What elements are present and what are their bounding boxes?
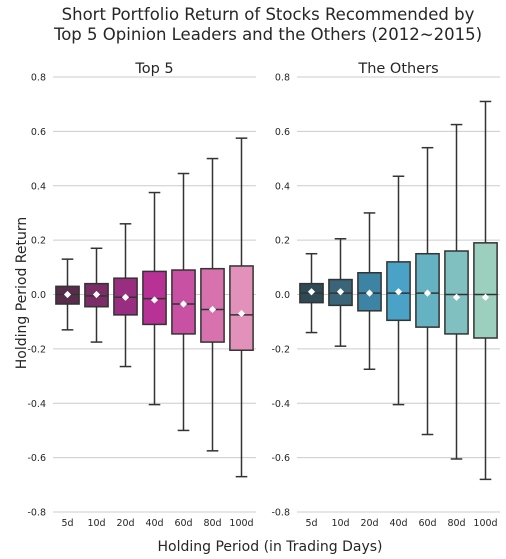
mean-marker [336,288,345,296]
y-axis-label: Holding Period Return [14,217,30,370]
x-tick-label: 80d [203,518,221,529]
y-tick-label: 0.4 [275,181,290,192]
box-100d [473,100,498,481]
x-tick-label: 10d [331,518,349,529]
box-5d [299,252,324,334]
mean-marker [208,305,217,314]
y-tick-label: 0.2 [275,236,290,247]
mean-marker [179,300,188,308]
box-80d [444,123,469,460]
mean-marker [452,293,461,301]
chart-title-line-1: Short Portfolio Return of Stocks Recomme… [62,5,475,24]
y-tick-label: -0.2 [271,344,290,355]
box-10d [328,238,353,347]
box-40d [142,191,167,406]
box-20d [357,212,382,371]
mean-marker [481,293,490,301]
y-tick-label: -0.4 [27,399,46,410]
x-tick-label: 40d [145,518,163,529]
panel-title: The Others [357,61,438,77]
mean-marker [307,288,316,296]
box-60d [415,146,440,436]
box-60d [171,172,196,432]
x-tick-label: 100d [229,518,253,529]
chart-title-line-2: Top 5 Opinion Leaders and the Others (20… [53,25,482,44]
box-body [229,265,254,351]
y-tick-label: -0.4 [271,399,290,410]
x-tick-label: 5d [305,518,317,529]
y-tick-label: 0.6 [31,127,46,138]
y-tick-label: 0.8 [275,73,290,84]
y-tick-label: 0.0 [275,290,290,301]
x-tick-label: 100d [473,518,497,529]
mean-marker [92,290,101,299]
mean-marker [150,296,159,304]
y-tick-label: 0.8 [31,73,46,84]
x-tick-label: 60d [418,518,436,529]
x-tick-label: 60d [174,518,192,529]
box-5d [55,258,80,331]
mean-marker [423,289,432,297]
x-tick-label: 40d [389,518,407,529]
mean-marker [121,293,130,301]
y-tick-label: 0.0 [31,290,46,301]
mean-marker [237,309,246,318]
y-tick-label: -0.8 [271,508,290,519]
box-10d [84,247,109,343]
panel-the-others: 0.8 0.6 0.4 0.2 0.0 -0.2 -0.4 -0.6 -0.8 The Other… [271,61,500,529]
y-tick-label: -0.2 [27,344,46,355]
box-20d [113,223,138,368]
box-80d [200,157,225,452]
x-tick-label: 10d [87,518,105,529]
box-body [444,250,469,335]
box-body [473,242,498,339]
mean-marker [63,290,72,299]
y-tick-label: -0.8 [27,508,46,519]
panel-top-5: 0.8 0.6 0.4 0.2 0.0 -0.2 -0.4 -0.6 -0.8 Top 5 5d 10… [27,61,256,529]
y-tick-label: -0.6 [27,453,46,464]
mean-marker [394,288,403,296]
panel-title: Top 5 [134,61,173,77]
x-tick-label: 20d [360,518,378,529]
box-40d [386,175,411,406]
y-tick-label: 0.2 [31,236,46,247]
y-tick-label: 0.6 [275,127,290,138]
box-body [200,267,225,343]
y-tick-label: -0.6 [271,453,290,464]
x-tick-label: 5d [61,518,73,529]
box-100d [229,137,254,478]
x-tick-label: 20d [116,518,134,529]
x-tick-label: 80d [447,518,465,529]
x-axis-label: Holding Period (in Trading Days) [158,539,383,555]
y-tick-label: 0.4 [31,181,46,192]
mean-marker [365,289,374,297]
